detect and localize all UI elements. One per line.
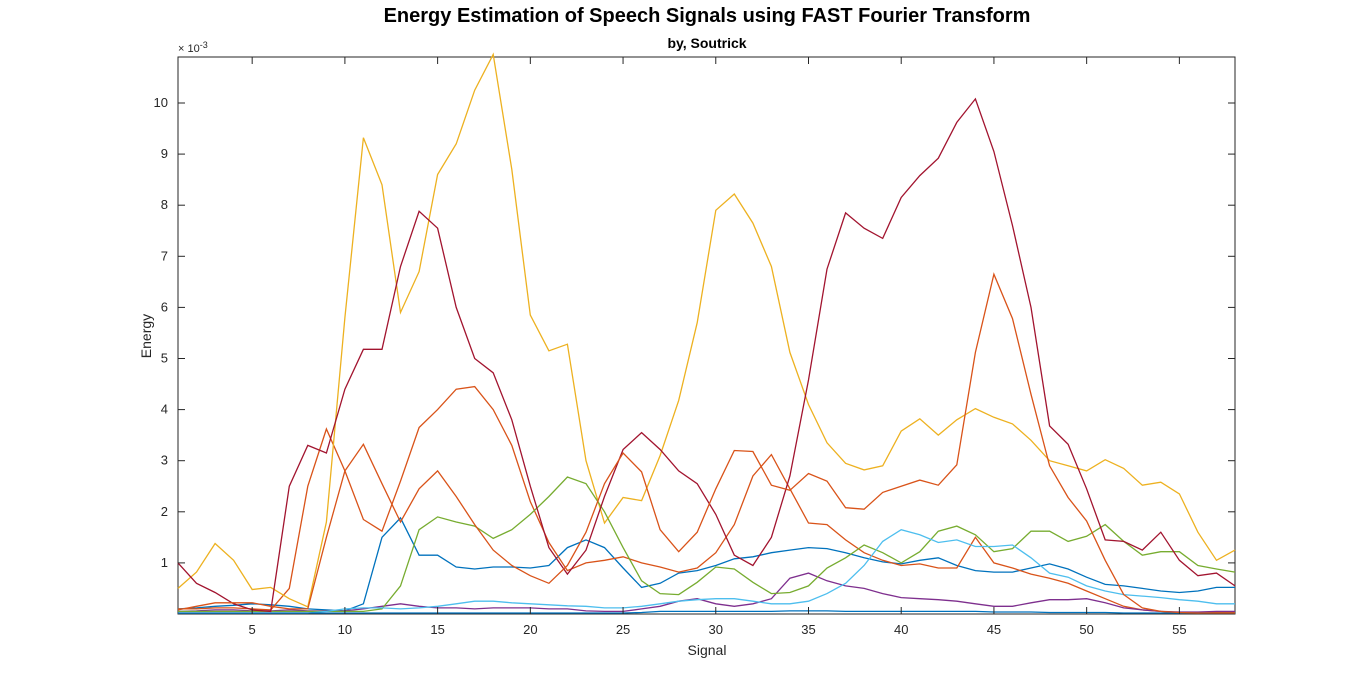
x-tick-label: 50	[1079, 622, 1093, 637]
y-tick-label: 2	[161, 504, 168, 519]
y-tick-label: 9	[161, 146, 168, 161]
y-tick-label: 10	[154, 95, 168, 110]
y-tick-label: 8	[161, 197, 168, 212]
x-tick-label: 55	[1172, 622, 1186, 637]
series-line-8	[178, 610, 1235, 614]
series-line-2	[178, 385, 1235, 614]
y-tick-label: 1	[161, 555, 168, 570]
series-line-3	[177, 52, 1236, 608]
y-tick-label: 7	[161, 248, 168, 263]
series-line-9	[177, 272, 1235, 614]
y-exponent-label: × 10-3	[178, 40, 208, 55]
x-tick-label: 25	[616, 622, 630, 637]
series-layer	[177, 52, 1236, 614]
series-line-7	[177, 97, 1236, 613]
x-tick-label: 10	[338, 622, 352, 637]
y-tick-label: 4	[161, 402, 168, 417]
y-exponent-power: -3	[200, 40, 208, 50]
y-axis-label: Energy	[138, 314, 154, 358]
x-tick-label: 45	[987, 622, 1001, 637]
y-tick-label: 6	[161, 299, 168, 314]
x-tick-label: 20	[523, 622, 537, 637]
series-line-5	[178, 476, 1236, 613]
y-tick-label: 3	[161, 453, 168, 468]
x-tick-label: 40	[894, 622, 908, 637]
chart-subtitle: by, Soutrick	[667, 35, 746, 51]
chart-title: Energy Estimation of Speech Signals usin…	[384, 5, 1031, 27]
y-tick-label: 5	[161, 350, 168, 365]
y-exponent-base: × 10	[178, 43, 200, 55]
x-tick-label: 30	[709, 622, 723, 637]
series-line-1	[177, 516, 1235, 612]
x-tick-label: 5	[249, 622, 256, 637]
series-line-4	[177, 572, 1235, 613]
plot-area	[177, 56, 1236, 615]
x-tick-label: 15	[430, 622, 444, 637]
series-line-6	[178, 528, 1235, 614]
x-axis-label: Signal	[688, 642, 727, 658]
x-tick-label: 35	[801, 622, 815, 637]
